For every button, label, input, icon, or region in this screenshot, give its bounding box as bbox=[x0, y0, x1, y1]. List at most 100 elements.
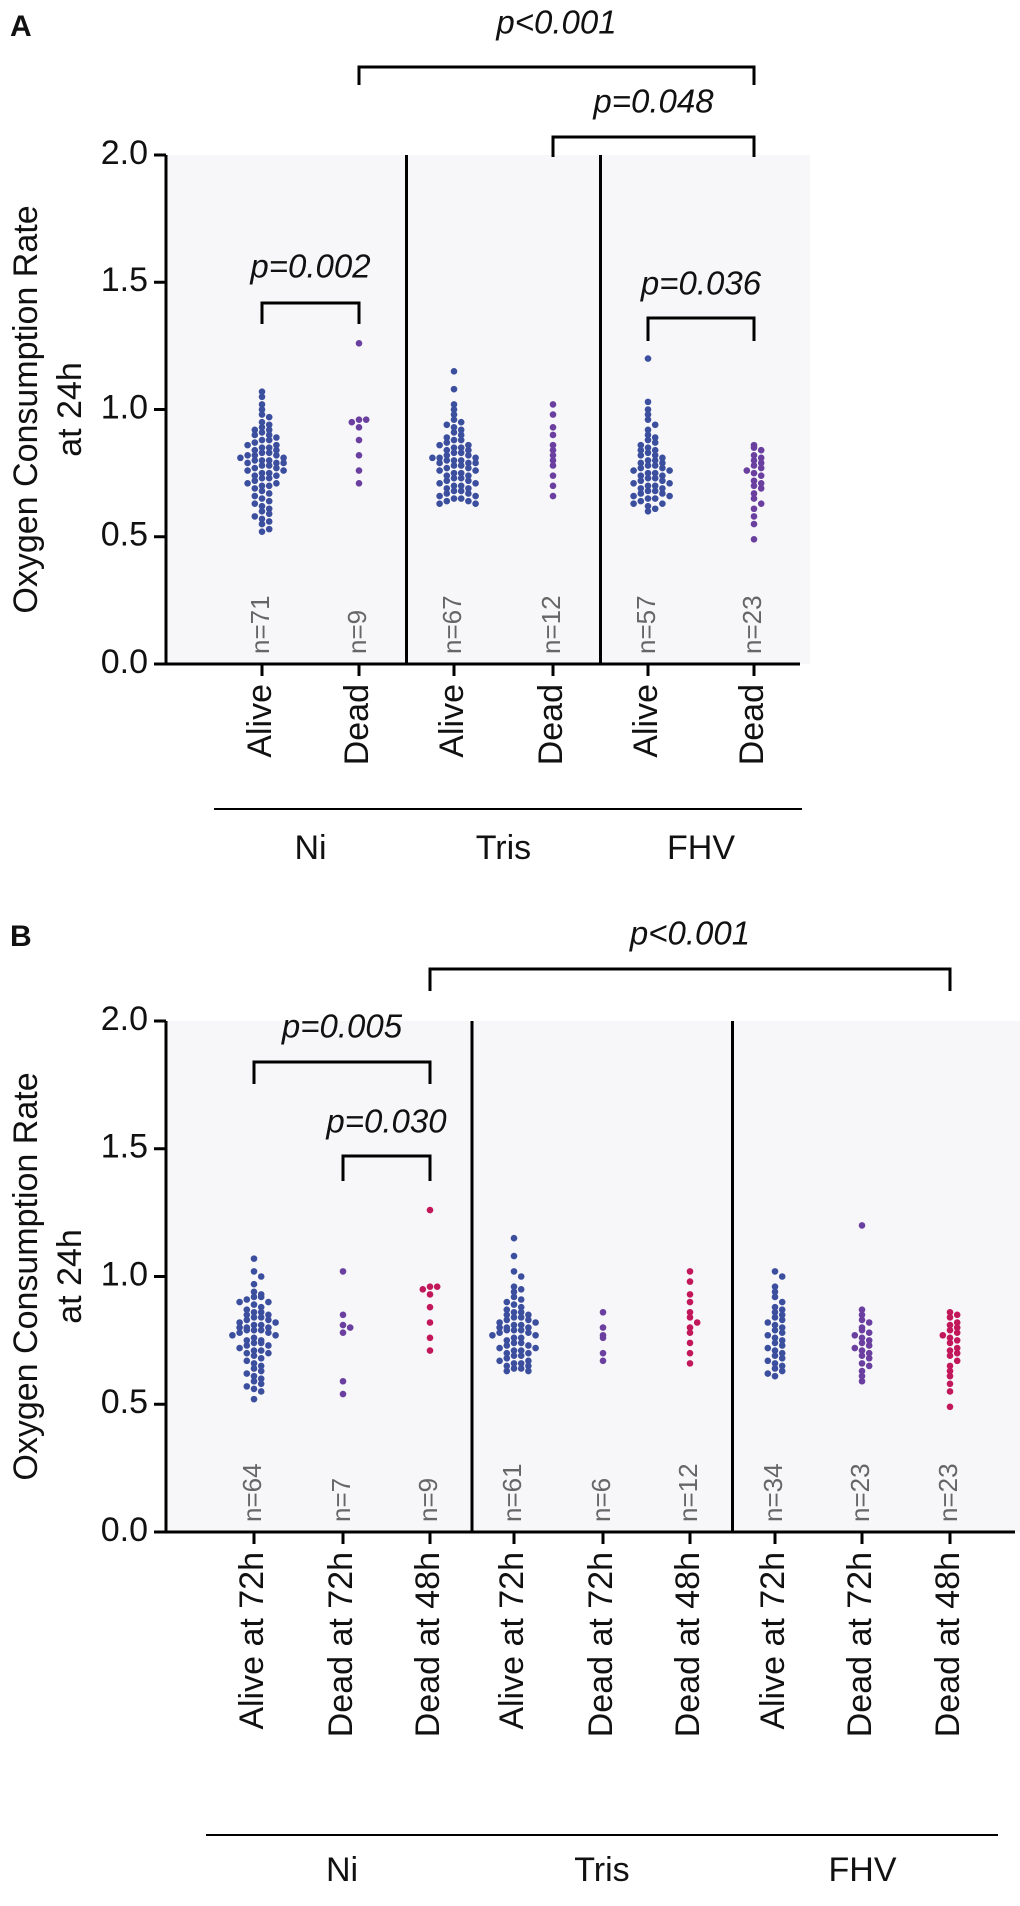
data-dot bbox=[250, 1365, 258, 1372]
data-dot bbox=[243, 1370, 251, 1377]
significance-bracket bbox=[252, 1060, 432, 1084]
data-dot bbox=[517, 1365, 525, 1372]
data-dot bbox=[510, 1288, 518, 1296]
data-dot bbox=[258, 508, 266, 515]
group-label: Ni bbox=[326, 1851, 358, 1889]
data-dot bbox=[549, 482, 557, 490]
data-dot bbox=[443, 490, 451, 497]
data-dot bbox=[644, 482, 652, 490]
data-dot bbox=[265, 1311, 272, 1319]
data-dot bbox=[686, 1308, 694, 1316]
data-dot bbox=[517, 1360, 525, 1367]
data-dot bbox=[771, 1293, 779, 1301]
n-label: n=34 bbox=[758, 1463, 788, 1522]
data-dot bbox=[457, 482, 465, 490]
significance-bracket bbox=[428, 967, 952, 991]
data-dot bbox=[858, 1334, 866, 1342]
data-dot bbox=[250, 1326, 258, 1334]
data-dot bbox=[244, 480, 251, 487]
data-dot bbox=[637, 452, 645, 459]
data-dot bbox=[637, 477, 645, 485]
data-dot bbox=[771, 1321, 779, 1329]
data-dot bbox=[771, 1334, 779, 1342]
data-dot bbox=[686, 1339, 694, 1347]
data-dot bbox=[472, 467, 479, 474]
data-dot bbox=[686, 1291, 694, 1298]
data-dot bbox=[258, 429, 266, 436]
data-dot bbox=[525, 1357, 532, 1365]
data-dot bbox=[258, 424, 266, 431]
significance-bracket bbox=[551, 135, 756, 157]
data-dot bbox=[549, 411, 557, 418]
data-dot bbox=[273, 441, 280, 449]
data-dot bbox=[503, 1306, 511, 1314]
data-dot bbox=[251, 464, 259, 472]
data-dot bbox=[257, 1303, 265, 1311]
data-dot bbox=[778, 1349, 786, 1357]
data-dot bbox=[257, 1347, 265, 1354]
data-dot bbox=[257, 1362, 265, 1370]
data-dot bbox=[757, 472, 765, 479]
data-dot bbox=[750, 462, 758, 469]
data-dot bbox=[525, 1324, 532, 1331]
plot-background bbox=[166, 1021, 1020, 1532]
data-dot bbox=[757, 464, 765, 472]
data-dot bbox=[666, 480, 673, 487]
y-axis-label: at 24h bbox=[51, 362, 89, 457]
data-dot bbox=[436, 492, 443, 500]
data-dot bbox=[858, 1306, 866, 1314]
data-dot bbox=[757, 485, 765, 492]
data-dot bbox=[651, 474, 659, 482]
data-dot bbox=[858, 1311, 866, 1319]
data-dot bbox=[450, 368, 458, 375]
data-dot bbox=[250, 1255, 258, 1262]
data-dot bbox=[243, 1311, 251, 1319]
data-dot bbox=[946, 1347, 954, 1354]
data-dot bbox=[251, 500, 259, 507]
data-dot bbox=[265, 490, 273, 497]
data-dot bbox=[457, 436, 465, 444]
data-dot bbox=[939, 1331, 947, 1339]
data-dot bbox=[771, 1372, 779, 1380]
data-dot bbox=[465, 497, 472, 505]
data-dot bbox=[757, 459, 765, 467]
data-dot bbox=[457, 495, 465, 502]
data-dot bbox=[265, 505, 273, 513]
data-dot bbox=[771, 1360, 779, 1367]
data-dot bbox=[236, 1329, 243, 1337]
p-value: p=0.005 bbox=[281, 1008, 403, 1045]
data-dot bbox=[237, 454, 244, 462]
data-dot bbox=[953, 1329, 961, 1337]
data-dot bbox=[243, 1326, 251, 1334]
data-dot bbox=[644, 406, 652, 413]
data-dot bbox=[865, 1337, 873, 1344]
data-dot bbox=[778, 1342, 786, 1349]
data-dot bbox=[465, 490, 472, 497]
data-dot bbox=[436, 454, 443, 462]
n-label: n=23 bbox=[737, 595, 767, 654]
data-dot bbox=[666, 467, 673, 474]
data-dot bbox=[686, 1329, 694, 1337]
group-label: Tris bbox=[476, 829, 531, 867]
data-dot bbox=[525, 1316, 532, 1324]
data-dot bbox=[517, 1347, 525, 1354]
data-dot bbox=[258, 393, 266, 401]
category-label: Dead bbox=[338, 684, 376, 765]
data-dot bbox=[659, 459, 666, 467]
data-dot bbox=[510, 1314, 518, 1321]
y-tick-label: 2.0 bbox=[101, 134, 148, 172]
data-dot bbox=[457, 462, 465, 469]
data-dot bbox=[503, 1342, 511, 1349]
data-dot bbox=[686, 1324, 694, 1331]
data-dot bbox=[503, 1362, 511, 1370]
category-label: Alive at 72h bbox=[493, 1552, 531, 1730]
data-dot bbox=[946, 1308, 954, 1316]
data-dot bbox=[465, 485, 472, 492]
data-dot bbox=[243, 1316, 251, 1324]
data-dot bbox=[778, 1337, 786, 1344]
data-dot bbox=[257, 1326, 265, 1334]
data-dot bbox=[651, 487, 659, 495]
data-dot bbox=[265, 510, 273, 518]
data-dot bbox=[450, 424, 458, 431]
